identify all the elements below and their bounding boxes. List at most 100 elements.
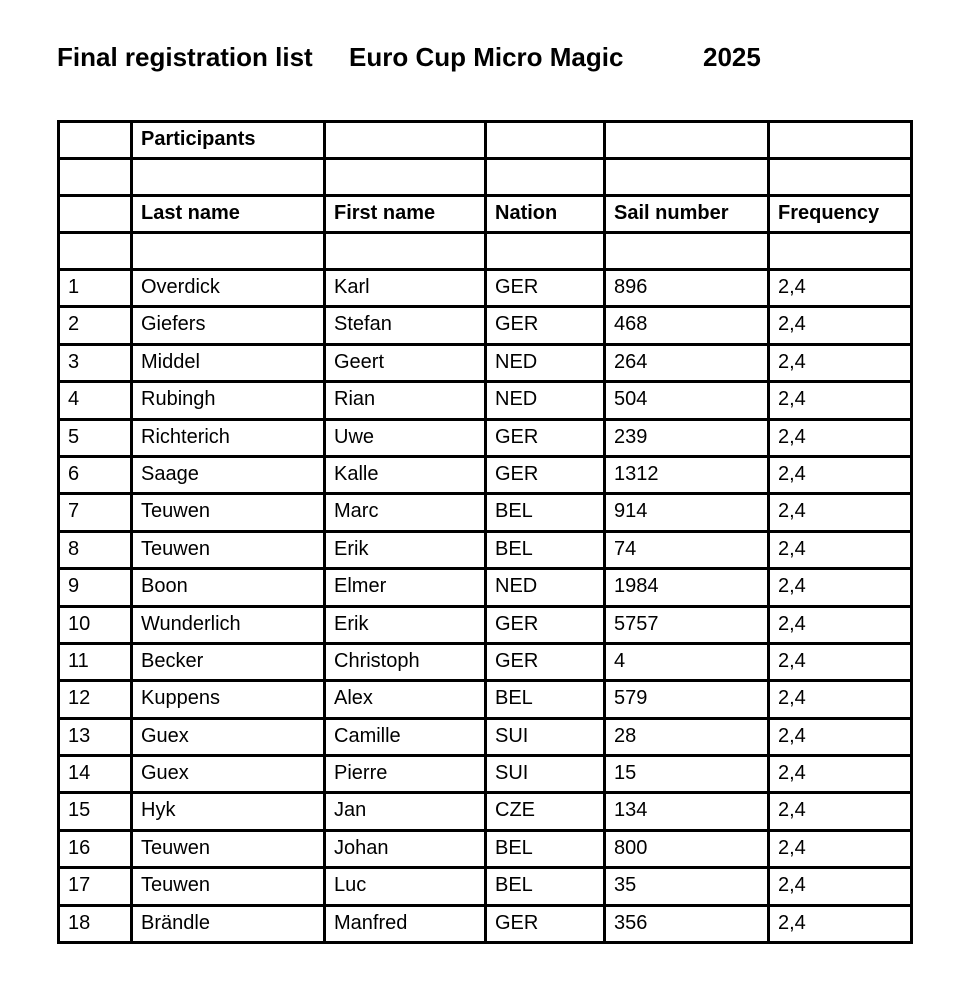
first-name-cell: Johan xyxy=(323,828,487,870)
sail-number-cell: 35 xyxy=(603,866,770,907)
frequency-cell: 2,4 xyxy=(767,828,913,870)
sail-number-cell: 1984 xyxy=(603,567,770,608)
sail-number-cell: 914 xyxy=(603,492,770,533)
row-number-cell: 2 xyxy=(57,305,133,346)
frequency-cell: 2,4 xyxy=(767,866,913,907)
last-name-cell: Wunderlich xyxy=(130,604,326,645)
first-name-cell: Elmer xyxy=(323,567,487,608)
nation-cell: NED xyxy=(484,567,606,608)
row-number-cell: 15 xyxy=(57,791,133,832)
title-event-name: Euro Cup Micro Magic xyxy=(349,42,624,72)
column-header-number xyxy=(57,194,133,234)
column-header-sail-number: Sail number xyxy=(603,194,770,234)
first-name-cell: Camille xyxy=(323,716,487,758)
empty-cell xyxy=(57,231,133,271)
last-name-cell: Kuppens xyxy=(130,679,326,720)
last-name-cell: Giefers xyxy=(130,305,326,346)
table-row: 18 Brändle Manfred GER 356 2,4 xyxy=(57,903,913,945)
nation-cell: SUI xyxy=(484,716,606,758)
first-name-cell: Luc xyxy=(323,866,487,907)
row-number-cell: 14 xyxy=(57,754,133,795)
registration-table: Participants Last name First name Nation xyxy=(57,120,913,945)
table-row: 14 Guex Pierre SUI 15 2,4 xyxy=(57,754,913,795)
row-number-cell: 13 xyxy=(57,716,133,758)
nation-cell: GER xyxy=(484,267,606,309)
sail-number-cell: 15 xyxy=(603,754,770,795)
sail-number-cell: 28 xyxy=(603,716,770,758)
title-list-name: Final registration list xyxy=(57,42,313,72)
sail-number-cell: 74 xyxy=(603,529,770,571)
row-number-cell: 3 xyxy=(57,342,133,384)
table-row: 17 Teuwen Luc BEL 35 2,4 xyxy=(57,866,913,907)
first-name-cell: Erik xyxy=(323,604,487,645)
table-row: 7 Teuwen Marc BEL 914 2,4 xyxy=(57,492,913,533)
title-year: 2025 xyxy=(703,42,761,72)
participants-row: Participants xyxy=(57,120,913,160)
last-name-cell: Saage xyxy=(130,454,326,496)
empty-cell xyxy=(767,157,913,197)
frequency-cell: 2,4 xyxy=(767,529,913,571)
participants-header: Participants xyxy=(130,120,326,160)
first-name-cell: Alex xyxy=(323,679,487,720)
row-number-cell: 16 xyxy=(57,828,133,870)
empty-cell xyxy=(323,157,487,197)
last-name-cell: Teuwen xyxy=(130,492,326,533)
table-row: 3 Middel Geert NED 264 2,4 xyxy=(57,342,913,384)
last-name-cell: Boon xyxy=(130,567,326,608)
row-number-cell: 7 xyxy=(57,492,133,533)
nation-cell: GER xyxy=(484,417,606,458)
nation-cell: GER xyxy=(484,903,606,945)
empty-cell xyxy=(323,231,487,271)
table-row: 8 Teuwen Erik BEL 74 2,4 xyxy=(57,529,913,571)
table-row: 11 Becker Christoph GER 4 2,4 xyxy=(57,641,913,683)
row-number-cell: 17 xyxy=(57,866,133,907)
first-name-cell: Jan xyxy=(323,791,487,832)
last-name-cell: Middel xyxy=(130,342,326,384)
frequency-cell: 2,4 xyxy=(767,791,913,832)
first-name-cell: Manfred xyxy=(323,903,487,945)
table-row: 13 Guex Camille SUI 28 2,4 xyxy=(57,716,913,758)
table-row: 6 Saage Kalle GER 1312 2,4 xyxy=(57,454,913,496)
empty-cell xyxy=(57,157,133,197)
frequency-cell: 2,4 xyxy=(767,454,913,496)
empty-cell xyxy=(767,120,913,160)
nation-cell: CZE xyxy=(484,791,606,832)
last-name-cell: Teuwen xyxy=(130,529,326,571)
nation-cell: GER xyxy=(484,305,606,346)
sail-number-cell: 134 xyxy=(603,791,770,832)
table-row: 1 Overdick Karl GER 896 2,4 xyxy=(57,267,913,309)
empty-cell xyxy=(603,231,770,271)
row-number-cell: 4 xyxy=(57,380,133,421)
table-row: 15 Hyk Jan CZE 134 2,4 xyxy=(57,791,913,832)
sail-number-cell: 239 xyxy=(603,417,770,458)
nation-cell: NED xyxy=(484,380,606,421)
row-number-cell: 8 xyxy=(57,529,133,571)
first-name-cell: Karl xyxy=(323,267,487,309)
nation-cell: BEL xyxy=(484,492,606,533)
empty-cell xyxy=(323,120,487,160)
row-number-cell: 11 xyxy=(57,641,133,683)
row-number-cell: 9 xyxy=(57,567,133,608)
last-name-cell: Guex xyxy=(130,754,326,795)
nation-cell: BEL xyxy=(484,529,606,571)
frequency-cell: 2,4 xyxy=(767,342,913,384)
first-name-cell: Erik xyxy=(323,529,487,571)
empty-cell xyxy=(484,231,606,271)
empty-cell xyxy=(603,157,770,197)
first-name-cell: Rian xyxy=(323,380,487,421)
column-header-row: Last name First name Nation Sail number … xyxy=(57,194,913,234)
last-name-cell: Teuwen xyxy=(130,828,326,870)
nation-cell: BEL xyxy=(484,679,606,720)
first-name-cell: Christoph xyxy=(323,641,487,683)
empty-cell xyxy=(130,231,326,271)
frequency-cell: 2,4 xyxy=(767,604,913,645)
frequency-cell: 2,4 xyxy=(767,903,913,945)
last-name-cell: Guex xyxy=(130,716,326,758)
table-row: 16 Teuwen Johan BEL 800 2,4 xyxy=(57,828,913,870)
first-name-cell: Kalle xyxy=(323,454,487,496)
empty-cell xyxy=(130,157,326,197)
frequency-cell: 2,4 xyxy=(767,754,913,795)
sail-number-cell: 356 xyxy=(603,903,770,945)
table-row: 12 Kuppens Alex BEL 579 2,4 xyxy=(57,679,913,720)
first-name-cell: Stefan xyxy=(323,305,487,346)
